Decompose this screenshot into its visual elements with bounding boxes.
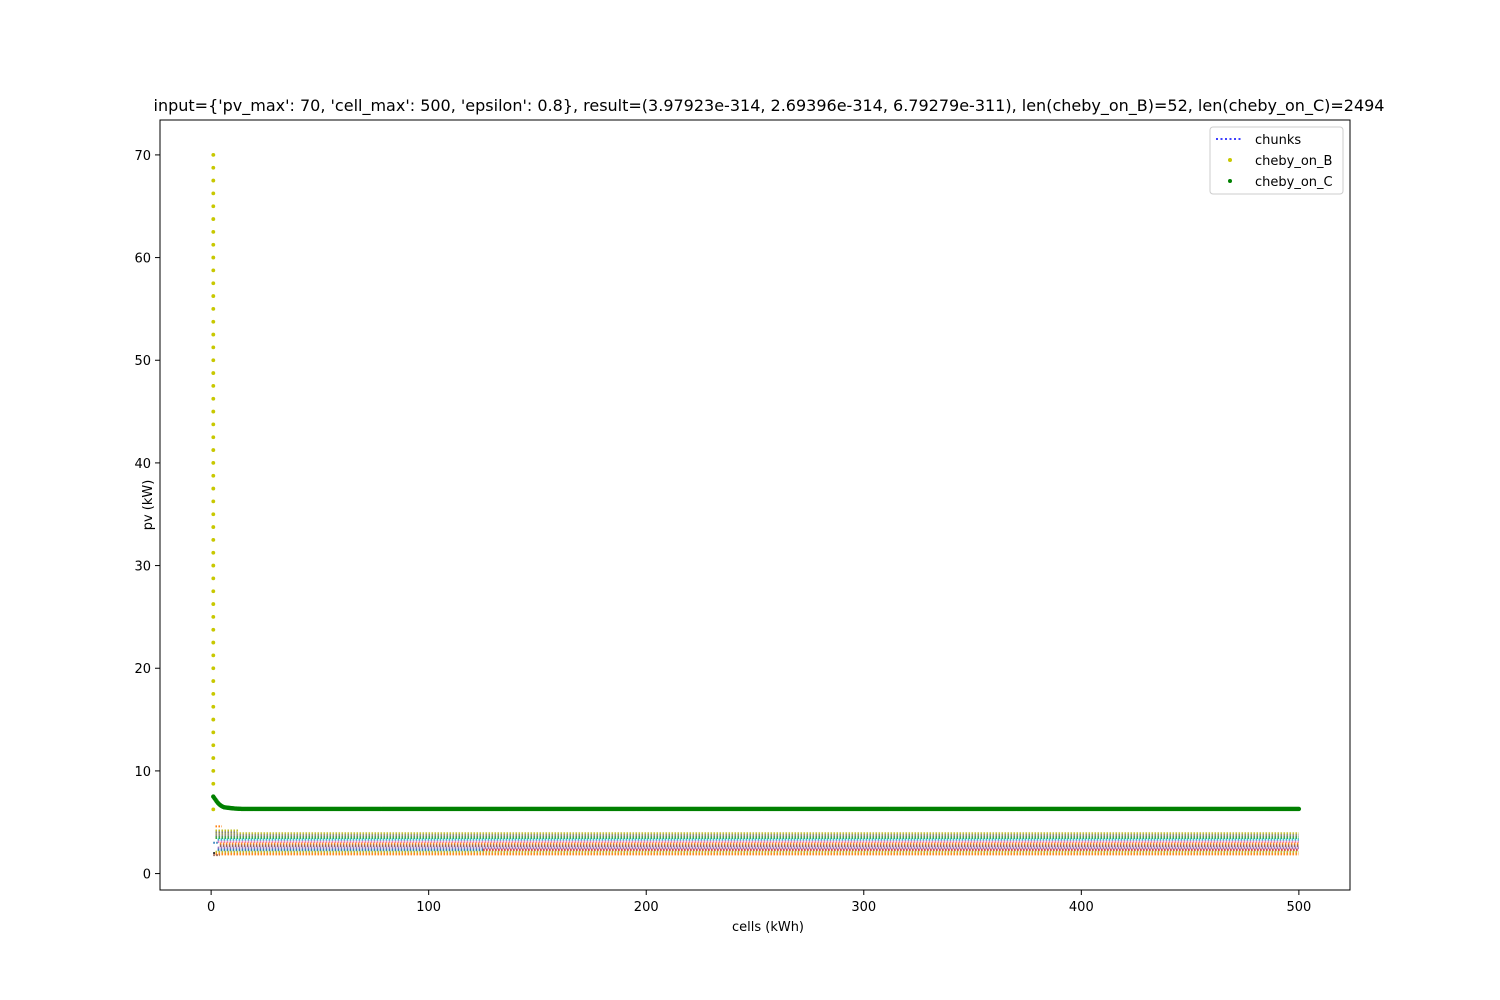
y-axis-label: pv (kW) [141, 480, 156, 531]
y-tick-label: 0 [143, 868, 151, 883]
cheby-on-b-point [211, 563, 216, 568]
cheby-on-b-point [211, 486, 216, 491]
plot-area [211, 153, 1302, 857]
cheby-on-b-point [211, 704, 216, 709]
cheby-on-b-point [211, 294, 216, 298]
cheby-on-b-point [211, 653, 216, 658]
cheby-on-b-point [211, 448, 216, 452]
y-tick-label: 30 [134, 560, 151, 575]
cheby-on-b-point [211, 627, 216, 632]
cheby-on-b-point [211, 191, 216, 196]
cheby-on-b-point [211, 499, 216, 504]
cheby-on-b-point [211, 384, 216, 388]
cheby-on-b-point [211, 615, 216, 619]
cheby-on-b-point [211, 422, 216, 427]
cheby-on-b-point [211, 756, 216, 760]
cheby-on-b-point [211, 345, 216, 350]
cheby-on-b-point [211, 602, 216, 606]
cheby-on-b-point [211, 178, 216, 183]
legend-cheby-on-b-marker [1228, 158, 1232, 162]
cheby-on-b-point [211, 230, 216, 234]
cheby-on-b-point [211, 371, 216, 375]
x-tick-label: 200 [634, 900, 659, 915]
cheby-on-b-point [211, 153, 216, 157]
cheby-on-b-point [211, 319, 216, 324]
cheby-on-b-point [211, 589, 216, 594]
cheby-on-b-point [211, 217, 216, 221]
cheby-on-b-point [211, 743, 216, 748]
cheby-on-b-point [211, 255, 216, 260]
cheby-on-b-point [211, 717, 216, 722]
x-axis-label: cells (kWh) [732, 920, 804, 935]
y-tick-label: 10 [134, 765, 151, 780]
legend-cheby-on-c-label: cheby_on_C [1255, 175, 1333, 190]
cheby-on-b-point [211, 204, 216, 209]
x-tick-label: 0 [207, 900, 215, 915]
cheby-on-b-point [211, 242, 216, 247]
legend: chunks cheby_on_B cheby_on_C [1209, 126, 1344, 195]
cheby-on-b-point [211, 396, 216, 401]
x-tick-label: 300 [851, 900, 876, 915]
y-axis: 0 10 20 30 40 50 60 70 [134, 149, 160, 883]
cheby-on-b-point [211, 769, 216, 773]
cheby-on-b-point [211, 165, 216, 170]
chart-title: input={'pv_max': 70, 'cell_max': 500, 'e… [154, 96, 1385, 116]
cheby-on-b-point [211, 692, 216, 696]
x-tick-label: 500 [1286, 900, 1311, 915]
x-tick-label: 100 [416, 900, 441, 915]
cheby-on-b-point [211, 730, 216, 735]
y-tick-label: 50 [134, 354, 151, 369]
x-axis: 0 100 200 300 400 500 [207, 890, 1311, 915]
cheby-on-b-point [211, 281, 216, 286]
y-tick-label: 70 [134, 149, 151, 164]
x-tick-label: 400 [1069, 900, 1094, 915]
cheby-on-b-point [211, 550, 216, 555]
legend-box [1209, 126, 1344, 195]
cheby-on-b-point [211, 409, 216, 414]
cheby-on-b-point [211, 576, 216, 581]
cheby-on-b-point [211, 538, 216, 542]
cheby-on-b-point [211, 268, 216, 273]
legend-chunks-label: chunks [1255, 133, 1301, 148]
cheby-on-b-point [211, 679, 216, 683]
cheby-on-b-point [211, 640, 216, 645]
cheby-on-b-point [211, 358, 216, 363]
cheby-on-b-point [211, 666, 216, 671]
cheby-on-b-point [211, 512, 216, 517]
cheby-on-b-point [211, 525, 216, 529]
cheby-on-b-point [211, 473, 216, 478]
y-tick-label: 60 [134, 252, 151, 267]
plot-frame [159, 119, 1351, 891]
legend-cheby-on-b-label: cheby_on_B [1255, 154, 1332, 169]
cheby-on-b-point [211, 807, 216, 812]
y-tick-label: 40 [134, 457, 151, 472]
cheby-on-b-point [211, 307, 216, 311]
cheby-on-c-point [1296, 806, 1302, 812]
cheby-on-b-point [211, 781, 216, 786]
cheby-on-b-point [211, 461, 216, 465]
legend-cheby-on-c-marker [1228, 179, 1232, 183]
cheby-on-b-point [211, 332, 216, 337]
y-tick-label: 20 [134, 662, 151, 677]
cheby-on-b-point [211, 435, 216, 440]
